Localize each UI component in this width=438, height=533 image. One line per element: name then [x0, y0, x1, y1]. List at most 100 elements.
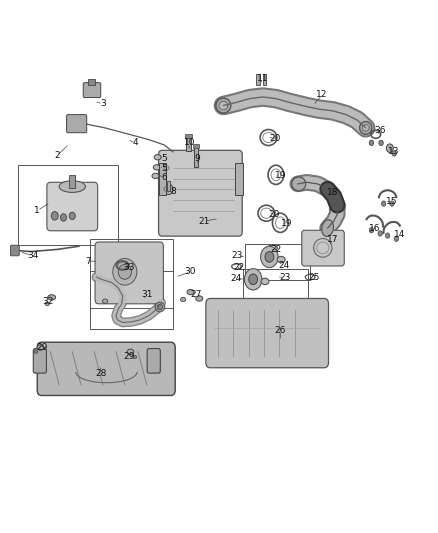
Text: 32: 32 — [42, 297, 54, 305]
Bar — [245, 244, 310, 280]
Ellipse shape — [360, 122, 372, 134]
Circle shape — [69, 212, 75, 220]
Text: 24: 24 — [278, 261, 290, 270]
Bar — [167, 181, 170, 191]
Ellipse shape — [153, 165, 160, 170]
Ellipse shape — [113, 259, 137, 285]
Ellipse shape — [362, 125, 369, 131]
Ellipse shape — [102, 299, 108, 303]
Bar — [69, 175, 75, 188]
Text: 20: 20 — [269, 134, 281, 143]
Circle shape — [51, 212, 58, 220]
Text: 10: 10 — [184, 139, 195, 147]
Circle shape — [244, 269, 262, 290]
Ellipse shape — [133, 356, 137, 359]
Text: 6: 6 — [161, 173, 167, 182]
Text: 26: 26 — [275, 326, 286, 335]
Text: 29: 29 — [124, 352, 135, 360]
Bar — [90, 271, 173, 329]
Text: 18: 18 — [327, 189, 339, 197]
Circle shape — [392, 151, 396, 156]
FancyBboxPatch shape — [147, 349, 160, 373]
Text: 31: 31 — [141, 290, 152, 298]
Ellipse shape — [157, 304, 162, 310]
Ellipse shape — [277, 256, 285, 263]
Bar — [256, 74, 260, 85]
Ellipse shape — [292, 177, 306, 191]
Bar — [193, 144, 199, 148]
Circle shape — [386, 144, 393, 152]
Ellipse shape — [187, 289, 194, 295]
Text: 2: 2 — [54, 151, 60, 160]
Text: 14: 14 — [394, 230, 405, 239]
Bar — [159, 163, 166, 195]
Text: 22: 22 — [270, 245, 282, 254]
Ellipse shape — [127, 349, 134, 354]
Text: 13: 13 — [389, 148, 400, 156]
Text: 17: 17 — [327, 236, 339, 244]
Bar — [185, 134, 192, 138]
Text: 3: 3 — [100, 100, 106, 108]
Text: 21: 21 — [198, 217, 209, 225]
FancyBboxPatch shape — [67, 115, 87, 133]
Circle shape — [378, 231, 382, 236]
Ellipse shape — [180, 297, 186, 302]
FancyBboxPatch shape — [206, 298, 328, 368]
FancyBboxPatch shape — [37, 342, 175, 395]
Text: 15: 15 — [386, 197, 398, 206]
Circle shape — [60, 214, 67, 221]
Ellipse shape — [45, 302, 49, 306]
FancyBboxPatch shape — [83, 83, 101, 98]
Text: 25: 25 — [309, 273, 320, 281]
Text: 28: 28 — [95, 369, 106, 377]
Text: 20: 20 — [268, 210, 279, 219]
Text: 33: 33 — [124, 263, 135, 272]
FancyBboxPatch shape — [11, 245, 19, 256]
Text: 29: 29 — [36, 343, 47, 352]
Ellipse shape — [48, 295, 56, 300]
Circle shape — [369, 140, 374, 146]
Ellipse shape — [219, 101, 228, 110]
Text: 24: 24 — [230, 274, 241, 282]
Text: 11: 11 — [257, 75, 268, 83]
Text: 8: 8 — [170, 188, 176, 196]
FancyBboxPatch shape — [95, 242, 163, 304]
Circle shape — [164, 184, 173, 195]
Circle shape — [249, 274, 258, 285]
Text: 27: 27 — [191, 290, 202, 298]
Ellipse shape — [37, 345, 43, 350]
Text: 7: 7 — [85, 257, 91, 265]
Ellipse shape — [34, 350, 38, 353]
Bar — [243, 269, 308, 305]
FancyBboxPatch shape — [302, 230, 344, 266]
Ellipse shape — [196, 296, 203, 301]
Circle shape — [381, 201, 386, 206]
Circle shape — [265, 252, 274, 262]
Ellipse shape — [261, 278, 269, 285]
Bar — [194, 146, 198, 167]
Text: 5: 5 — [161, 155, 167, 163]
Text: 23: 23 — [232, 252, 243, 260]
Circle shape — [390, 201, 394, 206]
Circle shape — [67, 119, 72, 126]
Text: 19: 19 — [275, 172, 286, 180]
Text: 12: 12 — [316, 91, 328, 99]
Ellipse shape — [216, 98, 231, 113]
Text: 1: 1 — [34, 206, 40, 215]
Text: 22: 22 — [233, 263, 244, 272]
Bar — [90, 239, 173, 308]
Circle shape — [379, 140, 383, 146]
Text: 16: 16 — [369, 224, 380, 232]
Text: 23: 23 — [279, 273, 290, 281]
Circle shape — [261, 246, 278, 268]
Ellipse shape — [155, 302, 165, 312]
Text: 4: 4 — [133, 139, 138, 147]
Circle shape — [369, 228, 374, 233]
Ellipse shape — [322, 220, 333, 237]
Ellipse shape — [152, 173, 159, 179]
Bar — [263, 74, 266, 85]
FancyBboxPatch shape — [47, 182, 98, 231]
Bar — [235, 163, 243, 195]
FancyBboxPatch shape — [159, 150, 242, 236]
Ellipse shape — [118, 264, 131, 279]
